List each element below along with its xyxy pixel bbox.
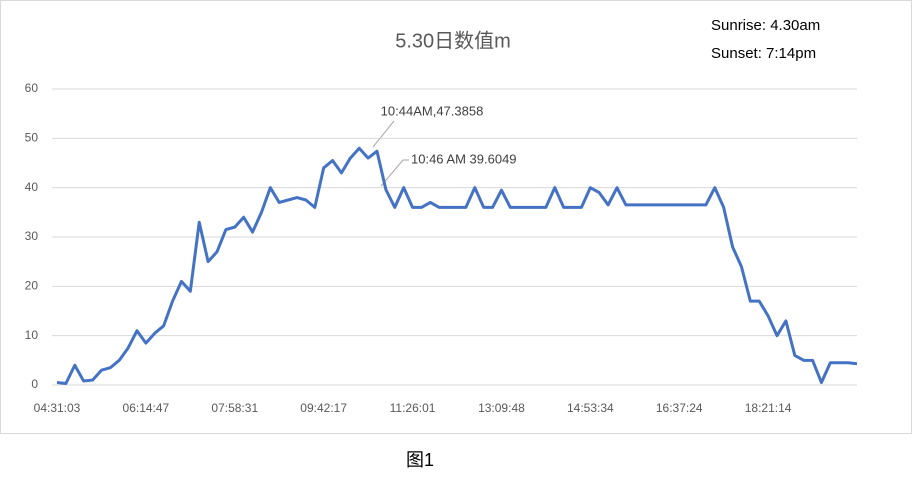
chart-frame: [0, 0, 912, 434]
x-tick-label: 06:14:47: [123, 401, 170, 415]
sunset-note: Sunset: 7:14pm: [711, 45, 816, 62]
annotation: 10:46 AM 39.6049: [411, 151, 517, 166]
sunrise-note: Sunrise: 4.30am: [711, 17, 820, 34]
y-tick-label: 20: [25, 279, 39, 293]
y-tick-label: 60: [25, 81, 39, 95]
data-line: [56, 146, 858, 386]
x-tick-label: 11:26:01: [390, 401, 436, 415]
caption: 图1: [406, 450, 434, 470]
x-tick-label: 18:21:14: [745, 401, 792, 415]
x-tick-label: 09:42:17: [300, 401, 347, 415]
x-tick-label: 13:09:48: [478, 401, 525, 415]
annotation: 10:44AM,47.3858: [381, 103, 484, 118]
leader-line: [372, 120, 395, 148]
x-tick-label: 14:53:34: [567, 401, 614, 415]
chart-title: 5.30日数值m: [395, 29, 511, 52]
y-tick-label: 40: [25, 180, 39, 194]
y-tick-label: 10: [25, 328, 39, 342]
x-tick-label: 07:58:31: [211, 401, 258, 415]
x-tick-label: 04:31:03: [34, 401, 81, 415]
leader-line: [380, 159, 409, 187]
y-tick-label: 50: [25, 131, 39, 145]
y-tick-label: 30: [25, 229, 39, 243]
x-tick-label: 16:37:24: [656, 401, 703, 415]
y-tick-label: 0: [31, 377, 38, 391]
